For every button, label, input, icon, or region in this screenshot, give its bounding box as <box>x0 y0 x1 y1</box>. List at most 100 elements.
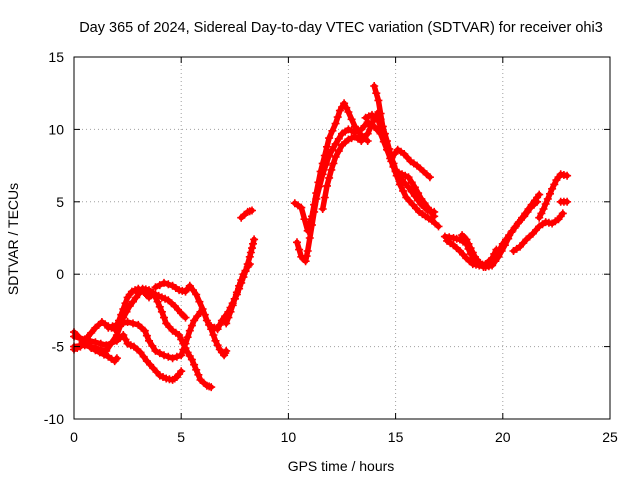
data-point-marker <box>187 355 196 364</box>
data-point-marker <box>500 241 509 250</box>
data-point-marker <box>200 310 209 319</box>
data-point-marker <box>417 194 426 203</box>
data-point-marker <box>111 355 120 364</box>
data-point-marker <box>91 344 100 352</box>
data-point-marker <box>121 335 130 344</box>
data-point-marker <box>237 276 246 284</box>
data-point-marker <box>122 307 131 316</box>
data-point-marker <box>139 352 148 361</box>
data-point-marker <box>366 122 375 131</box>
data-point-marker <box>384 146 393 155</box>
data-point-marker <box>215 320 224 329</box>
data-point-marker <box>160 313 168 322</box>
data-point-marker <box>325 173 334 182</box>
data-point-marker <box>340 99 349 108</box>
data-point-marker <box>410 183 419 192</box>
data-point-marker <box>181 339 190 348</box>
data-point-marker <box>301 257 310 266</box>
data-point-marker <box>187 321 196 330</box>
data-point-marker <box>177 367 186 376</box>
data-point-marker <box>246 248 255 257</box>
data-point-marker <box>157 307 166 316</box>
y-tick-label: -5 <box>52 339 65 355</box>
data-point-marker <box>305 234 314 242</box>
data-point-marker <box>168 354 177 363</box>
data-point-marker <box>248 244 256 253</box>
data-point-marker <box>104 323 113 332</box>
data-point-marker <box>535 190 544 199</box>
data-point-marker <box>466 244 475 253</box>
data-point-marker <box>425 173 434 182</box>
series-track-2 <box>70 284 216 392</box>
data-point-marker <box>185 281 194 290</box>
data-point-marker <box>222 319 231 328</box>
data-point-marker <box>177 335 186 344</box>
series-track-17 <box>443 236 501 270</box>
data-point-marker <box>331 152 340 161</box>
data-point-marker <box>563 197 572 206</box>
data-point-marker <box>399 186 408 195</box>
y-tick-label: -10 <box>44 411 64 427</box>
data-point-marker <box>331 119 340 128</box>
data-point-marker <box>539 205 548 213</box>
data-point-marker <box>86 342 95 351</box>
data-point-marker <box>249 239 257 248</box>
data-point-marker <box>378 122 387 131</box>
data-point-marker <box>211 336 220 345</box>
data-point-marker <box>135 289 144 297</box>
data-point-marker <box>344 108 353 116</box>
y-tick-label: 5 <box>56 194 64 210</box>
data-point-marker <box>129 319 137 328</box>
data-point-marker <box>140 326 149 335</box>
data-point-marker <box>175 331 184 339</box>
data-point-marker <box>209 331 218 339</box>
data-point-marker <box>153 297 162 306</box>
axis-ticks: 0 5 10 15 20 25 -10 -5 0 5 10 15 <box>44 49 618 445</box>
data-point-marker <box>164 352 173 361</box>
series-track-9 <box>237 206 256 222</box>
grid-lines <box>74 57 610 419</box>
data-point-marker <box>434 222 443 231</box>
data-point-marker <box>389 162 398 171</box>
plot-frame <box>73 56 611 420</box>
data-point-marker <box>125 302 134 311</box>
data-point-marker <box>195 297 204 306</box>
data-point-marker <box>427 207 435 216</box>
data-series-layer <box>70 82 572 392</box>
data-point-marker <box>372 89 381 98</box>
data-point-marker <box>136 348 145 357</box>
data-point-marker <box>333 113 342 122</box>
data-point-marker <box>192 290 201 299</box>
data-point-marker <box>112 320 121 329</box>
x-tick-label: 20 <box>495 429 511 445</box>
data-point-marker <box>543 194 552 203</box>
data-point-marker <box>492 245 501 254</box>
data-point-marker <box>228 301 237 310</box>
data-point-marker <box>177 351 186 360</box>
data-point-marker <box>507 228 516 237</box>
data-point-marker <box>160 278 168 287</box>
data-point-marker <box>407 178 416 187</box>
data-point-marker <box>235 281 244 290</box>
series-track-21 <box>556 197 572 206</box>
data-point-marker <box>334 134 343 143</box>
data-point-marker <box>194 370 203 379</box>
data-point-marker <box>558 209 567 218</box>
data-point-marker <box>523 207 532 216</box>
data-point-marker <box>248 206 256 215</box>
data-point-marker <box>129 297 137 306</box>
series-track-13 <box>361 110 439 221</box>
data-point-marker <box>181 313 190 322</box>
chart-title: Day 365 of 2024, Sidereal Day-to-day VTE… <box>79 20 603 36</box>
x-axis-title: GPS time / hours <box>288 458 395 474</box>
data-point-marker <box>430 212 439 221</box>
data-point-marker <box>325 134 334 143</box>
data-point-marker <box>488 261 497 270</box>
data-point-marker <box>404 173 413 182</box>
data-point-marker <box>302 252 311 261</box>
data-point-marker <box>323 181 331 190</box>
data-point-marker <box>315 182 324 191</box>
data-point-marker <box>363 129 372 138</box>
series-track-15 <box>387 145 434 182</box>
